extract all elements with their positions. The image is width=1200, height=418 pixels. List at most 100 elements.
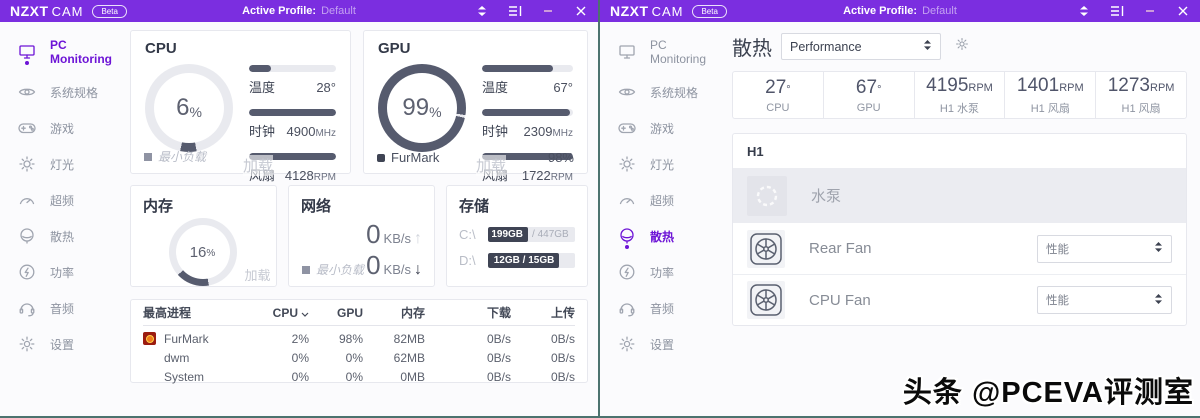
device-group-title: H1 <box>747 144 764 159</box>
cooling-settings-gear-icon[interactable] <box>954 36 970 57</box>
power-bolt-icon <box>617 262 637 282</box>
cooling-profile-value: Performance <box>790 39 862 54</box>
fan-icon <box>747 229 785 268</box>
furmark-app-icon <box>143 332 156 345</box>
minimize-button[interactable] <box>1143 4 1157 18</box>
headset-icon <box>617 298 637 318</box>
gamepad-icon <box>617 118 637 138</box>
network-download: 0 KB/s ↓ <box>366 250 422 280</box>
sidebar-item-label: 灯光 <box>650 157 675 172</box>
fan-mode-select[interactable]: 性能 <box>1037 234 1172 263</box>
profile-switch-icon[interactable] <box>475 4 489 18</box>
active-profile[interactable]: Active Profile: Default <box>843 5 957 17</box>
gauge-icon <box>617 190 637 210</box>
table-header: 最高进程 CPU GPU 内存 下载 上传 <box>143 300 575 326</box>
sidebar-item-games[interactable]: 游戏 <box>0 110 124 146</box>
select-arrows-icon <box>1144 241 1163 256</box>
sidebar-item-overclock[interactable]: 超频 <box>600 182 724 218</box>
eye-icon <box>617 82 637 102</box>
cpu-load-unit: % <box>189 103 202 120</box>
storage-card: 存储 C:\ 199GB / 447GB D:\ 12GB / 15GB <box>446 185 588 287</box>
table-row[interactable]: dwm 0% 0% 62MB 0B/s 0B/s <box>164 350 575 365</box>
cpu-load-gauge: 6% <box>145 64 233 152</box>
header-process[interactable]: 最高进程 <box>143 306 192 320</box>
sidebar-item-overclock[interactable]: 超频 <box>0 182 124 218</box>
sidebar: PC Monitoring 系统规格 游戏 灯光 超频 <box>0 22 124 416</box>
beta-badge: Beta <box>92 4 127 18</box>
header-download[interactable]: 下载 <box>486 306 511 320</box>
profile-switch-icon[interactable] <box>1077 4 1091 18</box>
sidebar-item-pc-monitoring[interactable]: PC Monitoring <box>600 30 724 74</box>
sidebar-item-label: 设置 <box>50 337 75 352</box>
memory-card: 内存 16% 加载 <box>130 185 277 287</box>
pump-icon <box>747 175 787 216</box>
menu-icon[interactable] <box>1110 4 1124 18</box>
titlebar: NZXT CAM Beta Active Profile: Default <box>600 0 1200 22</box>
gpu-card-title: GPU <box>378 40 411 57</box>
memory-card-title: 内存 <box>143 198 174 215</box>
sidebar-item-games[interactable]: 游戏 <box>600 110 724 146</box>
header-cpu-sort[interactable]: CPU <box>251 306 309 320</box>
minimize-button[interactable] <box>541 4 555 18</box>
stat-gpu-temp: 67° GPU <box>824 72 915 118</box>
sidebar-item-lighting[interactable]: 灯光 <box>0 146 124 182</box>
cpu-card: CPU 6% 加载 温度 28° <box>130 30 351 183</box>
sidebar-item-pc-monitoring[interactable]: PC Monitoring <box>0 30 124 74</box>
sidebar-item-settings[interactable]: 设置 <box>0 326 124 362</box>
sidebar-item-settings[interactable]: 设置 <box>600 326 724 362</box>
beta-badge: Beta <box>692 4 727 18</box>
page-title: 散热 <box>732 38 772 60</box>
active-profile[interactable]: Active Profile: Default <box>242 5 356 17</box>
memory-load-label: 加载 <box>244 265 271 284</box>
fan-mode-value: 性能 <box>1046 243 1069 256</box>
header-upload[interactable]: 上传 <box>550 306 575 320</box>
power-bolt-icon <box>17 262 37 282</box>
active-profile-label: Active Profile: <box>242 5 317 17</box>
sidebar-item-power[interactable]: 功率 <box>600 254 724 290</box>
stat-cpu-temp: 27° CPU <box>733 72 824 118</box>
sidebar-item-cooling[interactable]: 散热 <box>0 218 124 254</box>
sidebar-item-label: 超频 <box>650 193 675 208</box>
gpu-card: GPU 99% 加载 温度 67° <box>363 30 588 183</box>
sidebar-item-label: 散热 <box>650 229 675 244</box>
network-card-title: 网络 <box>301 198 332 215</box>
select-arrows-icon <box>913 39 932 54</box>
sidebar-item-label: 系统规格 <box>50 85 99 100</box>
gamepad-icon <box>17 118 37 138</box>
cooling-profile-select[interactable]: Performance <box>781 33 941 60</box>
cam-logo: CAM <box>651 3 684 19</box>
header-memory[interactable]: 内存 <box>400 306 425 320</box>
fan-row-cpu: CPU Fan 性能 <box>733 274 1186 325</box>
active-profile-value: Default <box>922 5 957 17</box>
fan-mode-select[interactable]: 性能 <box>1037 286 1172 314</box>
window-cooling: NZXT CAM Beta Active Profile: Default PC… <box>600 0 1200 418</box>
select-arrows-icon <box>1144 293 1163 308</box>
gpu-load-unit: % <box>429 103 442 120</box>
sidebar-item-cooling[interactable]: 散热 <box>600 218 724 254</box>
sidebar-item-lighting[interactable]: 灯光 <box>600 146 724 182</box>
sidebar-item-label: 游戏 <box>50 121 75 136</box>
sidebar-item-power[interactable]: 功率 <box>0 254 124 290</box>
menu-icon[interactable] <box>508 4 522 18</box>
monitor-icon <box>17 42 37 65</box>
pump-label: 水泵 <box>811 188 842 205</box>
sidebar-item-system-specs[interactable]: 系统规格 <box>0 74 124 110</box>
pump-row: 水泵 <box>733 168 1186 223</box>
gpu-load-gauge: 99% <box>378 64 466 152</box>
header-gpu[interactable]: GPU <box>336 305 363 320</box>
gear-icon <box>617 334 637 354</box>
sidebar-item-audio[interactable]: 音频 <box>600 290 724 326</box>
sidebar: PC Monitoring 系统规格 游戏 灯光 超频 <box>600 22 724 416</box>
close-button[interactable] <box>1176 4 1190 18</box>
gpu-top-process: FurMark 98% <box>377 150 574 165</box>
table-row[interactable]: FurMark 2% 98% 82MB 0B/s 0B/s <box>143 329 575 348</box>
sidebar-item-audio[interactable]: 音频 <box>0 290 124 326</box>
sidebar-item-system-specs[interactable]: 系统规格 <box>600 74 724 110</box>
active-profile-label: Active Profile: <box>843 5 918 17</box>
close-button[interactable] <box>574 4 588 18</box>
table-row[interactable]: System 0% 0% 0MB 0B/s 0B/s <box>164 369 575 384</box>
titlebar: NZXT CAM Beta Active Profile: Default <box>0 0 598 22</box>
window-pc-monitoring: NZXT CAM Beta Active Profile: Default PC… <box>0 0 600 418</box>
active-dot <box>625 245 629 249</box>
gpu-load-value: 99 <box>402 94 430 121</box>
